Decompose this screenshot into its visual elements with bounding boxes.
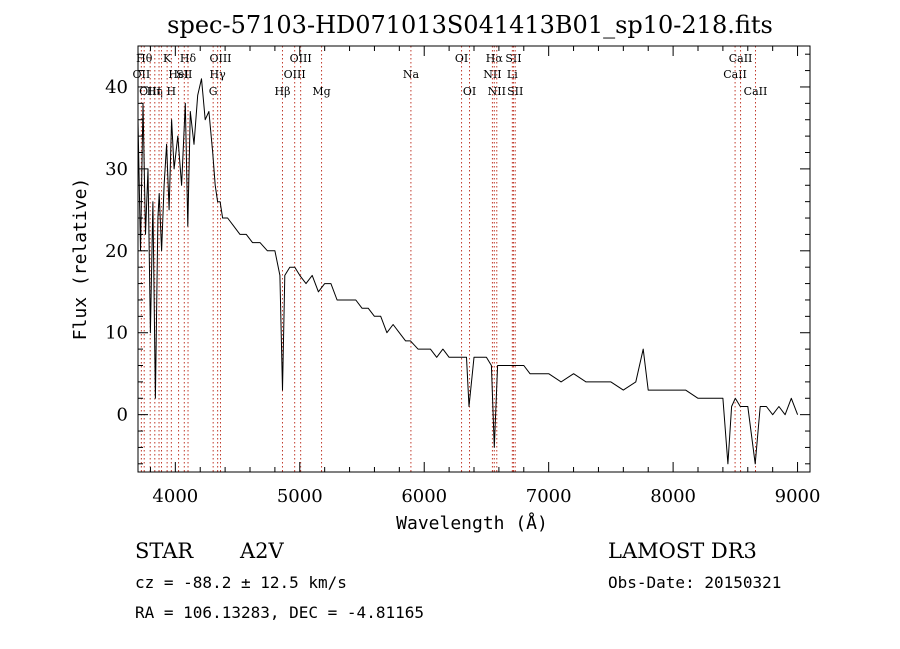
line-marker-label-25: SII	[505, 52, 521, 65]
spectral-subclass: A2V	[240, 539, 284, 563]
x-tick-label-2: 6000	[401, 486, 447, 507]
line-marker-label-1: OII	[133, 68, 151, 81]
y-tick-label-2: 20	[105, 241, 128, 262]
axis-layer: 4000 5000 6000 7000 8000 9000 0 10 20 30 40	[105, 46, 820, 507]
line-marker-label-16: OIII	[290, 52, 312, 65]
line-marker-label-17: Mg	[312, 85, 330, 98]
line-marker-label-26: SII	[507, 85, 523, 98]
line-marker-label-21: NII	[483, 68, 501, 81]
line-marker-label-22: Hα	[486, 52, 504, 65]
y-tick-label-0: 0	[117, 405, 128, 426]
line-marker-label-12: Hγ	[210, 68, 227, 81]
y-tick-label-3: 30	[105, 159, 128, 180]
line-marker-label-19: OI	[455, 52, 468, 65]
spectrum-layer	[137, 78, 799, 465]
chart-title: spec-57103-HD071013S041413B01_sp10-218.f…	[167, 11, 773, 39]
line-marker-label-13: OIII	[209, 52, 231, 65]
y-tick-label-4: 40	[105, 77, 128, 98]
line-marker-label-28: CaII	[729, 52, 753, 65]
line-marker-label-23: NII	[488, 85, 506, 98]
x-tick-label-4: 8000	[650, 486, 696, 507]
line-marker-label-6: K	[163, 52, 172, 65]
line-marker-label-3: Hη	[147, 85, 163, 98]
line-marker-label-14: Hβ	[275, 85, 291, 98]
line-marker-label-7: H	[167, 85, 177, 98]
y-axis-label: Flux (relative)	[70, 178, 91, 341]
line-marker-label-27: CaII	[723, 68, 747, 81]
line-marker-label-9: SII	[176, 68, 192, 81]
coordinates: RA = 106.13283, DEC = -4.81165	[135, 603, 424, 622]
line-marker-label-29: CaII	[744, 85, 768, 98]
spectrum-line	[137, 78, 799, 465]
line-marker-label-11: G	[209, 85, 218, 98]
line-marker-label-15: OIII	[284, 68, 306, 81]
object-type: STAR	[135, 539, 194, 563]
line-marker-label-2: OIII	[139, 85, 161, 98]
x-tick-label-3: 7000	[526, 486, 572, 507]
line-marker-label-10: Hδ	[180, 52, 197, 65]
line-marker-layer: HθOIIOIIIHηKHHeISIIHδGHγOIIIHβOIIIOIIIMg…	[133, 46, 768, 472]
survey-name: LAMOST DR3	[608, 539, 757, 563]
y-tick-label-1: 10	[105, 323, 128, 344]
plot-frame	[137, 45, 811, 473]
x-tick-label-1: 5000	[277, 486, 323, 507]
redshift-readout: cz = -88.2 ± 12.5 km/s	[135, 573, 347, 592]
line-marker-label-0: Hθ	[136, 52, 153, 65]
x-axis-label: Wavelength (Å)	[396, 512, 548, 534]
line-marker-label-24: Li	[507, 68, 518, 81]
obs-date: Obs-Date: 20150321	[608, 573, 782, 592]
line-marker-label-18: Na	[403, 68, 420, 81]
x-tick-label-5: 9000	[775, 486, 821, 507]
x-tick-label-0: 4000	[152, 486, 198, 507]
line-marker-label-20: OI	[463, 85, 476, 98]
line-marker-label-8: HeI	[168, 68, 188, 81]
